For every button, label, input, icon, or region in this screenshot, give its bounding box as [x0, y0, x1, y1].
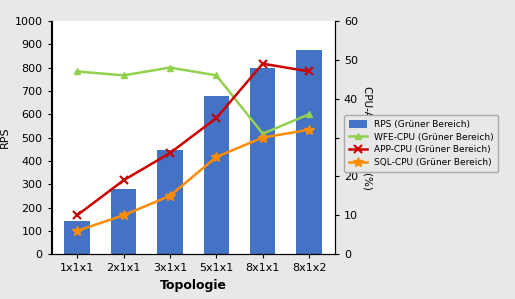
SQL-CPU (Grüner Bereich)	[260, 136, 266, 139]
SQL-CPU (Grüner Bereich)	[74, 229, 80, 233]
Bar	[296, 50, 322, 254]
Bar	[111, 189, 136, 254]
APP-CPU (Grüner Bereich)	[74, 213, 80, 217]
WFE-CPU (Grüner Bereich)	[213, 74, 219, 77]
Bar	[157, 150, 183, 254]
WFE-CPU (Grüner Bereich)	[306, 112, 312, 116]
WFE-CPU (Grüner Bereich)	[121, 74, 127, 77]
Line: APP-CPU (Grüner Bereich): APP-CPU (Grüner Bereich)	[73, 60, 313, 219]
WFE-CPU (Grüner Bereich)	[74, 70, 80, 73]
Bar	[250, 68, 276, 254]
X-axis label: Topologie: Topologie	[160, 279, 227, 292]
APP-CPU (Grüner Bereich)	[213, 116, 219, 120]
Y-axis label: CPU-Auslastung (%): CPU-Auslastung (%)	[362, 86, 372, 190]
APP-CPU (Grüner Bereich)	[167, 151, 173, 155]
Bar	[203, 96, 229, 254]
Y-axis label: RPS: RPS	[1, 127, 10, 148]
Line: WFE-CPU (Grüner Bereich): WFE-CPU (Grüner Bereich)	[74, 64, 313, 137]
WFE-CPU (Grüner Bereich)	[260, 132, 266, 135]
SQL-CPU (Grüner Bereich)	[167, 194, 173, 198]
Legend: RPS (Grüner Bereich), WFE-CPU (Grüner Bereich), APP-CPU (Grüner Bereich), SQL-CP: RPS (Grüner Bereich), WFE-CPU (Grüner Be…	[345, 115, 499, 172]
Bar	[64, 222, 90, 254]
APP-CPU (Grüner Bereich)	[306, 70, 312, 73]
APP-CPU (Grüner Bereich)	[121, 179, 127, 182]
WFE-CPU (Grüner Bereich)	[167, 66, 173, 69]
SQL-CPU (Grüner Bereich)	[213, 155, 219, 159]
Line: SQL-CPU (Grüner Bereich): SQL-CPU (Grüner Bereich)	[72, 125, 314, 236]
SQL-CPU (Grüner Bereich)	[121, 213, 127, 217]
APP-CPU (Grüner Bereich)	[260, 62, 266, 65]
SQL-CPU (Grüner Bereich)	[306, 128, 312, 132]
